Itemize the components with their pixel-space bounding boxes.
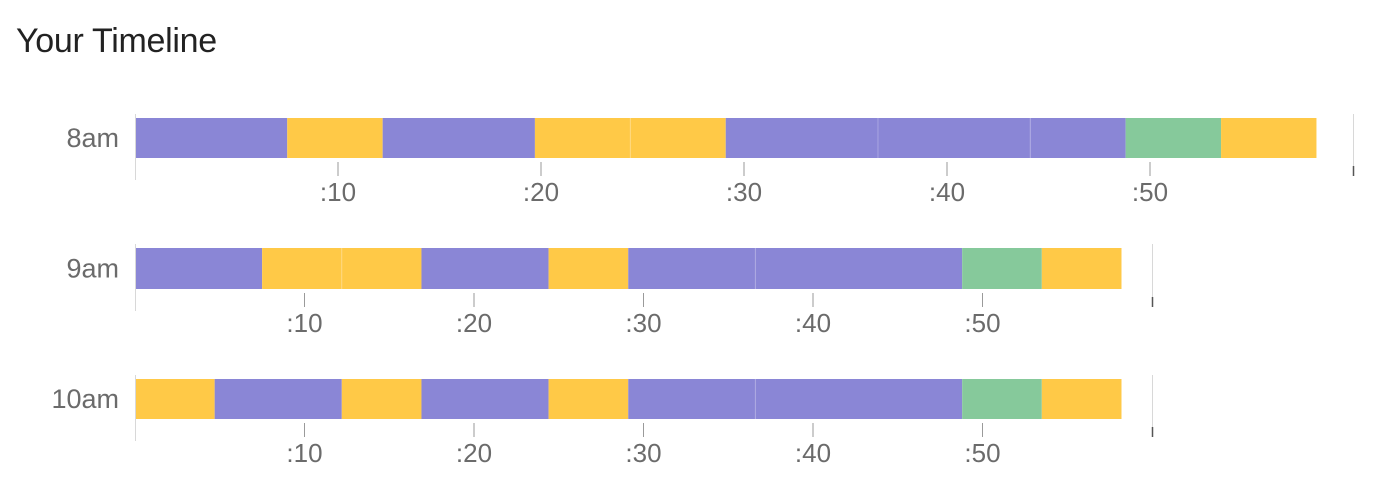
segment-yellow[interactable] bbox=[534, 118, 631, 158]
x-tick-label: :50 bbox=[1132, 177, 1168, 207]
x-tick-label: :40 bbox=[795, 308, 831, 338]
x-tick-label: :50 bbox=[964, 308, 1000, 338]
x-tick-label: :20 bbox=[456, 438, 492, 468]
segment-purple[interactable] bbox=[382, 118, 535, 158]
timeline-row-10am: 10am :10 :20 :30 :40 :50 bbox=[51, 375, 1154, 468]
hour-label: 8am bbox=[66, 123, 119, 153]
x-tick-label: :30 bbox=[625, 308, 661, 338]
x-tick-label: :30 bbox=[625, 438, 661, 468]
segment-yellow[interactable] bbox=[262, 248, 342, 289]
segment-yellow[interactable] bbox=[630, 118, 726, 158]
segment-purple[interactable] bbox=[755, 379, 963, 419]
x-tick-label: :40 bbox=[795, 438, 831, 468]
segment-yellow[interactable] bbox=[548, 379, 629, 419]
segment-purple[interactable] bbox=[214, 379, 342, 419]
segment-purple[interactable] bbox=[877, 118, 1031, 158]
x-tick-label: :10 bbox=[286, 308, 322, 338]
segment-yellow[interactable] bbox=[135, 379, 215, 419]
x-tick-label: :50 bbox=[964, 438, 1000, 468]
segment-purple[interactable] bbox=[628, 379, 756, 419]
x-tick-label: :40 bbox=[929, 177, 965, 207]
timeline-row-8am: 8am :10 :20 :30 :40 :50 bbox=[66, 114, 1355, 207]
segment-purple[interactable] bbox=[421, 248, 549, 289]
segment-yellow[interactable] bbox=[1221, 118, 1317, 158]
segment-purple[interactable] bbox=[755, 248, 963, 289]
segment-yellow[interactable] bbox=[287, 118, 383, 158]
segment-green[interactable] bbox=[962, 379, 1042, 419]
x-tick-label: :30 bbox=[726, 177, 762, 207]
segment-yellow[interactable] bbox=[341, 248, 422, 289]
x-tick-label: :10 bbox=[286, 438, 322, 468]
timeline-row-9am: 9am :10 :20 :30 :40 :50 bbox=[66, 244, 1154, 338]
segment-purple[interactable] bbox=[135, 118, 288, 158]
segment-purple[interactable] bbox=[628, 248, 756, 289]
x-tick-label: :10 bbox=[320, 177, 356, 207]
segment-purple[interactable] bbox=[421, 379, 549, 419]
segment-yellow[interactable] bbox=[1041, 248, 1122, 289]
segment-yellow[interactable] bbox=[548, 248, 629, 289]
segment-purple[interactable] bbox=[725, 118, 878, 158]
segment-purple[interactable] bbox=[1030, 118, 1126, 158]
segment-yellow[interactable] bbox=[341, 379, 422, 419]
segment-green[interactable] bbox=[1125, 118, 1222, 158]
segment-yellow[interactable] bbox=[1041, 379, 1122, 419]
hour-label: 9am bbox=[66, 254, 119, 284]
segment-green[interactable] bbox=[962, 248, 1042, 289]
x-tick-label: :20 bbox=[523, 177, 559, 207]
x-tick-label: :20 bbox=[456, 308, 492, 338]
hour-label: 10am bbox=[51, 384, 119, 414]
segment-purple[interactable] bbox=[135, 248, 263, 289]
page-title: Your Timeline bbox=[16, 22, 217, 60]
